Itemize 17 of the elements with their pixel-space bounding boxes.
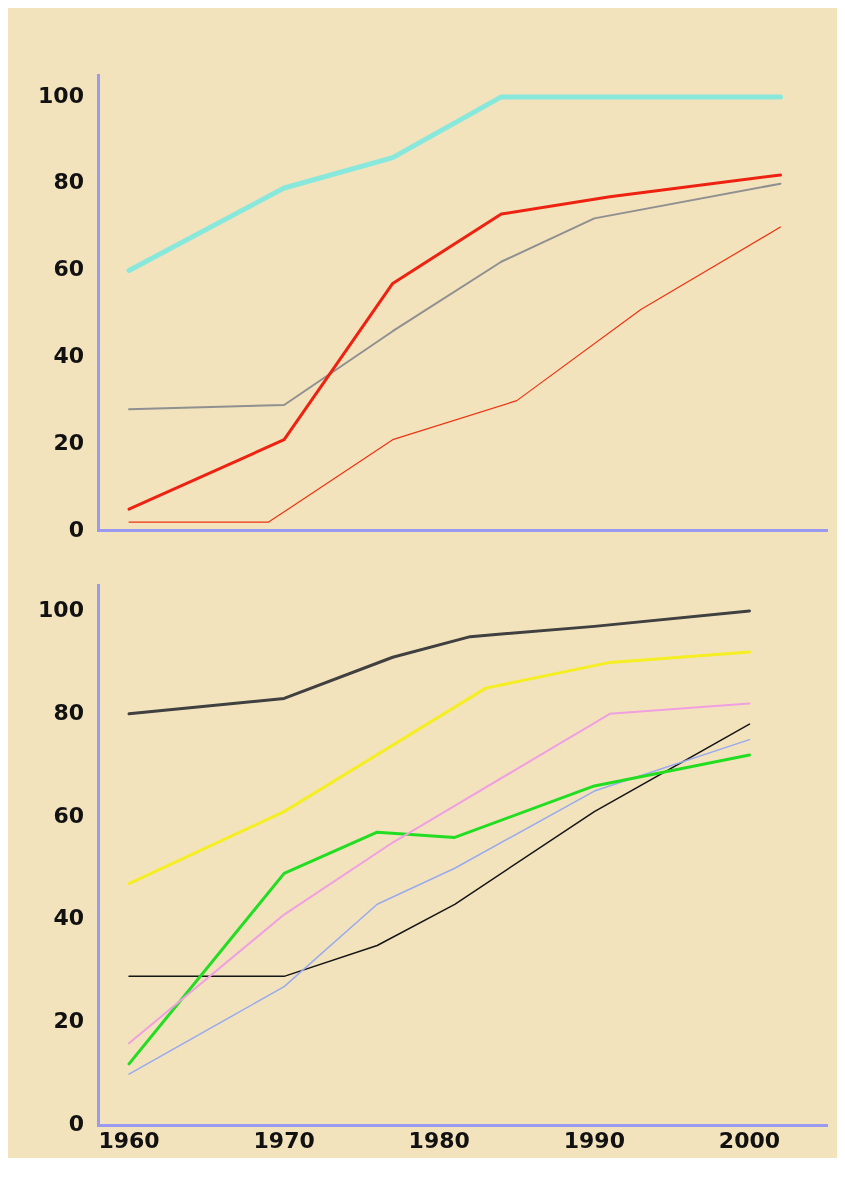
x-tick-label: 1990: [563, 1127, 625, 1153]
y-tick-label: 40: [53, 342, 84, 368]
x-tick-label: 1980: [408, 1127, 470, 1153]
y-tick-label: 60: [53, 256, 84, 282]
x-tick-label: 1970: [253, 1127, 315, 1153]
y-tick-label: 40: [53, 905, 84, 931]
y-tick-label: 0: [68, 1111, 84, 1137]
x-tick-label: 2000: [718, 1127, 781, 1153]
y-tick-label: 80: [53, 699, 84, 725]
y-tick-label: 100: [38, 82, 84, 108]
y-tick-label: 0: [68, 516, 84, 542]
y-tick-label: 60: [53, 802, 84, 828]
y-tick-label: 100: [38, 596, 84, 622]
y-tick-label: 20: [53, 1008, 84, 1034]
y-tick-label: 20: [53, 429, 84, 455]
x-tick-label: 1960: [98, 1127, 160, 1153]
y-tick-label: 80: [53, 169, 84, 195]
